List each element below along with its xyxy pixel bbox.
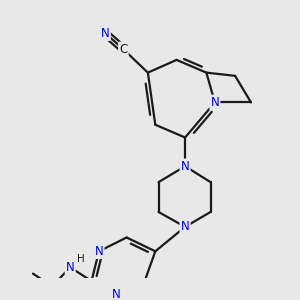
Text: N: N — [94, 245, 103, 258]
Text: C: C — [119, 43, 128, 56]
Text: N: N — [181, 220, 190, 233]
Text: N: N — [112, 288, 120, 300]
Text: N: N — [181, 160, 190, 173]
Text: H: H — [77, 254, 85, 264]
Text: N: N — [211, 96, 219, 109]
Text: N: N — [101, 27, 110, 40]
Text: N: N — [66, 261, 75, 274]
